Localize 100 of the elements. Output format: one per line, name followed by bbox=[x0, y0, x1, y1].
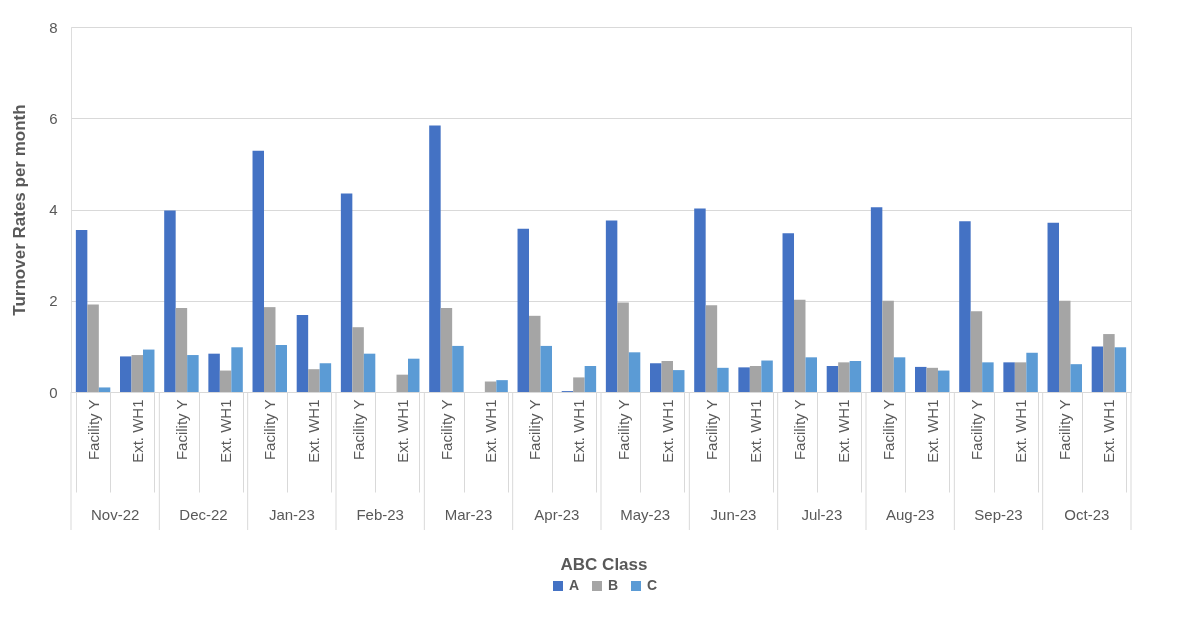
x-tick-label: Facility Y bbox=[349, 399, 367, 461]
x-tick-label: Ext. WH1 bbox=[482, 399, 500, 463]
text: Mar-23 bbox=[444, 506, 493, 523]
bar bbox=[529, 315, 541, 392]
bar bbox=[1091, 346, 1104, 392]
x-tick-label: Facility Y bbox=[261, 399, 279, 461]
bar bbox=[75, 230, 88, 392]
x-tick-label: Ext. WH1 bbox=[658, 399, 676, 463]
bar bbox=[164, 210, 176, 392]
bar bbox=[340, 193, 353, 392]
bar bbox=[252, 150, 265, 392]
bar bbox=[838, 362, 850, 392]
x-tick-label: Facility Y bbox=[614, 399, 632, 461]
x-tick-label: Facility Y bbox=[437, 399, 455, 461]
bar bbox=[826, 365, 839, 392]
bar bbox=[120, 356, 132, 392]
x-tick-label: Ext. WH1 bbox=[217, 399, 235, 463]
x-tick-label: Ext. WH1 bbox=[835, 399, 853, 463]
bar bbox=[628, 352, 641, 392]
bar bbox=[738, 367, 750, 392]
x-tick-label: Facility Y bbox=[172, 399, 190, 461]
x-tick-label: Ext. WH1 bbox=[393, 399, 411, 463]
text: Jun-23 bbox=[710, 506, 757, 523]
bar bbox=[440, 308, 453, 392]
bar bbox=[308, 369, 320, 392]
x-tick-label: Ext. WH1 bbox=[1100, 399, 1118, 463]
x-tick-label: Facility Y bbox=[879, 399, 897, 461]
bar bbox=[605, 220, 618, 392]
bar bbox=[761, 360, 773, 392]
bar bbox=[970, 311, 983, 392]
bar bbox=[926, 367, 938, 392]
bar bbox=[452, 345, 464, 392]
bar bbox=[187, 355, 199, 392]
legend-title: ABC Class bbox=[560, 555, 648, 574]
text: May-23 bbox=[620, 506, 671, 523]
text: Oct-23 bbox=[1064, 506, 1110, 523]
bar bbox=[1114, 347, 1127, 392]
text: Nov-22 bbox=[90, 506, 140, 523]
text: Apr-23 bbox=[534, 506, 580, 523]
bar bbox=[661, 360, 673, 392]
legend-label: A bbox=[569, 577, 580, 593]
bar bbox=[849, 360, 862, 392]
bar bbox=[319, 363, 332, 392]
legend-label: C bbox=[647, 577, 658, 593]
bar bbox=[517, 228, 530, 392]
bar bbox=[915, 366, 927, 392]
x-tick-label: Ext. WH1 bbox=[923, 399, 941, 463]
y-tick-label: 2 bbox=[49, 292, 58, 310]
x-tick-label: Facility Y bbox=[967, 399, 985, 461]
x-tick-label: Facility Y bbox=[1056, 399, 1074, 461]
bar bbox=[782, 233, 795, 392]
bar bbox=[264, 307, 276, 392]
bar bbox=[573, 377, 585, 392]
bar bbox=[694, 208, 706, 392]
bar bbox=[208, 353, 220, 392]
bar bbox=[131, 355, 143, 392]
bar bbox=[982, 362, 994, 392]
bar bbox=[98, 387, 111, 392]
text: Jan-23 bbox=[268, 506, 315, 523]
bar bbox=[352, 327, 364, 392]
bar bbox=[1026, 352, 1038, 392]
bar bbox=[1103, 334, 1115, 392]
bar bbox=[363, 353, 376, 392]
bar bbox=[959, 221, 971, 392]
bar bbox=[1070, 364, 1082, 392]
bar bbox=[672, 370, 685, 392]
bar bbox=[650, 363, 662, 392]
bar bbox=[296, 314, 309, 392]
bar bbox=[87, 304, 99, 392]
bar bbox=[142, 349, 155, 392]
bar bbox=[396, 374, 408, 392]
x-tick-label: Ext. WH1 bbox=[128, 399, 146, 463]
bar bbox=[893, 357, 906, 392]
bar bbox=[429, 125, 441, 392]
bar bbox=[617, 302, 629, 392]
x-tick-label: Ext. WH1 bbox=[747, 399, 765, 463]
bar bbox=[937, 370, 950, 392]
bar bbox=[219, 370, 232, 392]
y-tick-label: 0 bbox=[49, 383, 58, 401]
x-tick-label: Ext. WH1 bbox=[570, 399, 588, 463]
bar bbox=[496, 380, 508, 392]
bar bbox=[705, 305, 718, 392]
text: Jul-23 bbox=[801, 506, 843, 523]
y-tick-label: 6 bbox=[49, 109, 58, 127]
bar bbox=[540, 345, 552, 392]
bar bbox=[1003, 362, 1015, 392]
y-axis-title: Turnover Rates per month bbox=[10, 104, 30, 316]
x-tick-label: Ext. WH1 bbox=[305, 399, 323, 463]
bar bbox=[870, 207, 883, 392]
bar bbox=[882, 300, 894, 392]
bar bbox=[1047, 222, 1060, 392]
bar bbox=[484, 381, 497, 392]
text: Dec-22 bbox=[179, 506, 228, 523]
bar bbox=[805, 357, 817, 392]
bar bbox=[1059, 300, 1071, 392]
x-tick-label: Facility Y bbox=[84, 399, 102, 461]
text: Sep-23 bbox=[974, 506, 1023, 523]
text: Feb-23 bbox=[356, 506, 404, 523]
bar bbox=[749, 365, 762, 392]
bar bbox=[407, 358, 420, 392]
